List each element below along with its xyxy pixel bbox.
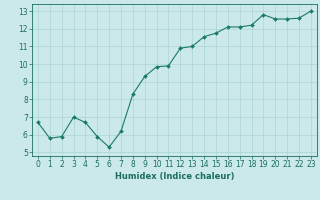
X-axis label: Humidex (Indice chaleur): Humidex (Indice chaleur) [115, 172, 234, 181]
